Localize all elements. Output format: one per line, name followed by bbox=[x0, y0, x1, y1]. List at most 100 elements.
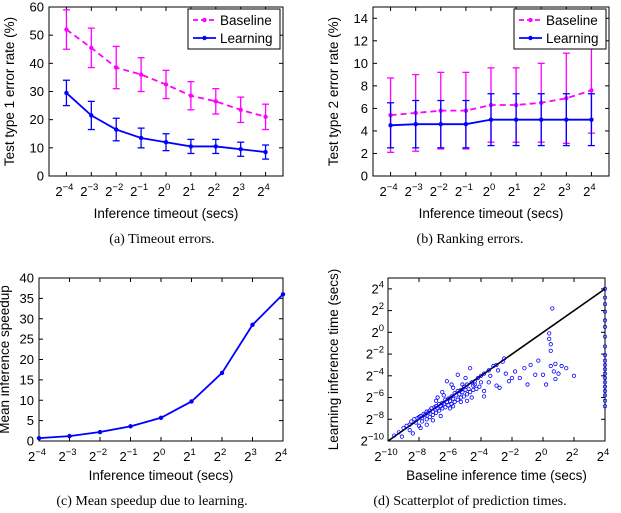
scatter-point bbox=[478, 380, 484, 385]
scatter-point bbox=[488, 373, 493, 378]
data-point bbox=[213, 144, 218, 149]
legend-marker bbox=[202, 17, 207, 23]
x-tick-label: 2−2 bbox=[89, 447, 107, 464]
caption-a: (a) Timeout errors. bbox=[109, 232, 214, 247]
legend-marker bbox=[202, 35, 207, 41]
scatter-point bbox=[602, 375, 608, 381]
data-point bbox=[163, 82, 169, 87]
data-point bbox=[219, 370, 225, 376]
scatter-point bbox=[466, 386, 471, 391]
x-tick-label: 22 bbox=[566, 447, 579, 464]
scatter-point bbox=[410, 431, 415, 436]
scatter-point bbox=[464, 392, 470, 397]
scatter-point bbox=[418, 425, 423, 431]
x-tick-label: 23 bbox=[232, 182, 245, 199]
plot-frame bbox=[387, 277, 606, 442]
panel-d-chart: 2−10 2−8 2−6 2−4 2−2 20 22 24 2−10 2−8 2−6 2−4 2−2 20… bbox=[326, 269, 609, 483]
y-tick-label: 2 bbox=[361, 146, 368, 161]
x-tick-label: 2−4 bbox=[55, 182, 73, 199]
scatter-point bbox=[452, 399, 457, 404]
scatter-point bbox=[461, 394, 467, 399]
x-tick-label: 2−1 bbox=[455, 182, 473, 199]
data-point bbox=[413, 121, 418, 127]
data-point bbox=[163, 140, 169, 145]
x-tick-label: 20 bbox=[153, 447, 166, 464]
scatter-point bbox=[424, 422, 429, 427]
scatter-point bbox=[449, 382, 454, 387]
scatter-point bbox=[522, 366, 527, 371]
scatter-point bbox=[548, 342, 553, 347]
scatter-point bbox=[413, 420, 418, 425]
scatter-point bbox=[543, 382, 549, 387]
data-point bbox=[539, 117, 544, 122]
scatter-point bbox=[486, 380, 491, 385]
scatter-point bbox=[478, 373, 484, 378]
x-tick-label: 24 bbox=[597, 447, 610, 464]
scatter-point bbox=[409, 419, 414, 424]
scatter-point bbox=[602, 353, 608, 358]
scatter-point bbox=[491, 363, 496, 369]
scatter-point bbox=[497, 385, 502, 390]
legend-label: Learning bbox=[220, 31, 273, 46]
x-axis-label: Baseline inference time (secs) bbox=[406, 468, 587, 483]
x-tick-label: 2−4 bbox=[470, 447, 488, 464]
legend-label: Baseline bbox=[546, 13, 598, 28]
scatter-point bbox=[602, 318, 608, 323]
scatter-point bbox=[540, 372, 546, 377]
y-tick-label: 20 bbox=[30, 112, 44, 127]
data-point bbox=[213, 99, 218, 104]
panel-c-chart: 0 5 10 15 20 25 30 35 40 2−4 2−3 2−2 2−1 20 21 22 23 24 In… bbox=[0, 271, 287, 484]
scatter-point bbox=[602, 393, 608, 398]
scatter-point bbox=[424, 417, 429, 422]
y-tick-label: 5 bbox=[27, 413, 34, 428]
x-tick-label: 2−4 bbox=[28, 447, 46, 464]
scatter-points bbox=[392, 286, 608, 439]
scatter-point bbox=[517, 375, 522, 381]
data-point bbox=[138, 135, 144, 141]
y-tick-label: 50 bbox=[30, 28, 44, 43]
scatter-point bbox=[528, 362, 533, 368]
y-tick-label: 2−8 bbox=[366, 410, 384, 427]
scatter-point bbox=[602, 404, 608, 409]
y-tick-label: 30 bbox=[30, 84, 44, 99]
scatter-point bbox=[450, 396, 456, 401]
scatter-point bbox=[433, 410, 439, 415]
scatter-point bbox=[536, 358, 541, 363]
y-tick-label: 15 bbox=[20, 372, 34, 387]
data-point bbox=[463, 121, 469, 127]
y-tick-label: 20 bbox=[20, 352, 34, 367]
scatter-point bbox=[464, 382, 470, 387]
scatter-point bbox=[407, 422, 412, 427]
scatter-point bbox=[481, 394, 487, 399]
scatter-point bbox=[486, 368, 491, 373]
x-tick-label: 20 bbox=[483, 182, 496, 199]
caption-c: (c) Mean speedup due to learning. bbox=[56, 494, 247, 509]
data-point bbox=[138, 72, 144, 77]
scatter-point bbox=[444, 379, 449, 384]
data-point bbox=[89, 113, 94, 118]
y-tick-label: 30 bbox=[20, 311, 34, 326]
x-tick-label: 21 bbox=[508, 182, 521, 199]
scatter-point bbox=[457, 392, 462, 397]
scatter-point bbox=[464, 398, 470, 403]
scatter-point bbox=[547, 331, 552, 336]
data-point bbox=[263, 114, 268, 120]
x-tick-label: 20 bbox=[158, 182, 171, 199]
data-point bbox=[189, 399, 194, 404]
legend-box bbox=[513, 8, 607, 50]
scatter-point bbox=[475, 375, 480, 381]
scatter-point bbox=[602, 286, 608, 291]
x-tick-label: 2−4 bbox=[380, 182, 398, 199]
data-point bbox=[238, 107, 243, 113]
y-axis-label: Test type 2 error rate (%) bbox=[326, 17, 341, 166]
y-tick-label: 2−4 bbox=[366, 366, 384, 383]
scatter-point bbox=[571, 373, 577, 378]
x-tick-label: 2−3 bbox=[405, 182, 423, 199]
scatter-point bbox=[502, 356, 507, 361]
scatter-point bbox=[463, 375, 468, 381]
scatter-point bbox=[450, 385, 456, 390]
legend-box bbox=[187, 8, 281, 50]
scatter-point bbox=[602, 398, 608, 403]
scatter-point bbox=[458, 399, 463, 404]
